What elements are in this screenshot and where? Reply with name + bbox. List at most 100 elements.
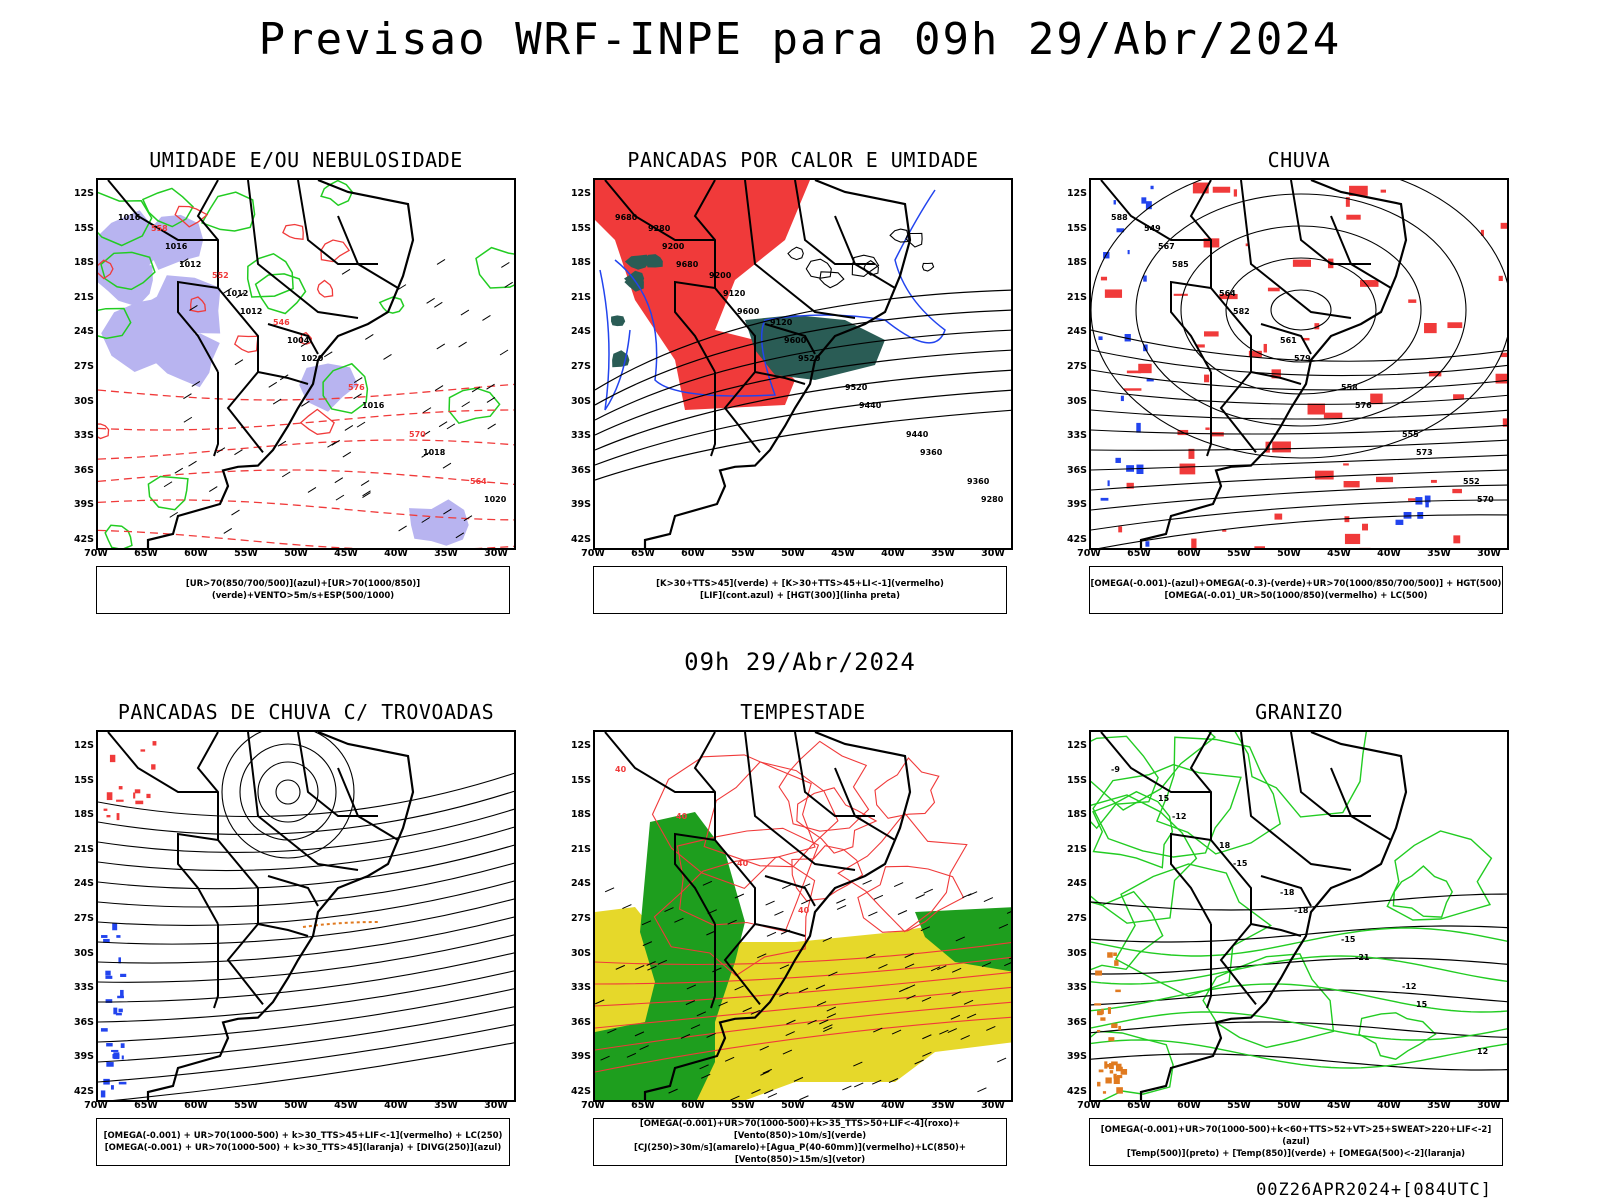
contour-label: 1012 [240, 307, 262, 316]
lon-tick-label: 35W [931, 548, 955, 559]
map-umidade: 1016 1012 1012 1020 1016 1018 1020 1016 1012 1004… [96, 178, 516, 550]
legend-line: [OMEGA(-0.001) + UR>70(1000-500) + k>30_… [103, 1131, 503, 1141]
lon-tick-label: 50W [1277, 1100, 1301, 1111]
contour-label: 9120 [770, 318, 793, 327]
lon-tick-label: 30W [981, 548, 1005, 559]
contour-label: 558 [1341, 383, 1358, 392]
map-canvas-trovoadas [98, 732, 514, 1100]
lon-tick-label: 55W [731, 548, 755, 559]
map-canvas-umidade: 1016 1012 1012 1020 1016 1018 1020 1016 1012 1004… [98, 180, 514, 548]
main-title: Previsao WRF-INPE para 09h 29/Abr/2024 [258, 14, 1342, 65]
contour-label: 15 [1416, 1000, 1428, 1009]
contour-label: -12 [1402, 982, 1416, 991]
contour-label: 1018 [423, 448, 446, 457]
map-canvas-granizo: -9 -12 -15 -18 -21 15 12 15 18 -18 -15 -12 [1091, 732, 1507, 1100]
contour-label: 9600 [737, 307, 760, 316]
lat-tick-label: 39S [570, 1051, 591, 1063]
lon-tick-label: 30W [484, 548, 508, 559]
lon-tick-label: 45W [1327, 1100, 1351, 1111]
contour-label: 1004 [287, 336, 310, 345]
legend-line: [LIF](cont.azul) + [HGT(300)](linha pret… [699, 591, 901, 601]
contour-label: 555 [1402, 430, 1419, 439]
contour-label: 552 [1463, 477, 1480, 486]
contour-label: 9280 [981, 495, 1004, 504]
lon-tick-label: 35W [1427, 1100, 1451, 1111]
contour-label: -15 [1341, 935, 1356, 944]
legend-line: [CJ(250)>30m/s](amarelo)+[Agua_P(40-60mm… [633, 1143, 967, 1165]
contour-label: 15 [1158, 794, 1170, 803]
lat-tick-label: 15S [570, 774, 591, 786]
lat-tick-label: 21S [1066, 843, 1087, 855]
lat-tick-label: 24S [570, 878, 591, 890]
lat-tick-label: 27S [73, 361, 94, 372]
lon-tick-label: 45W [334, 1100, 358, 1111]
contour-label: 12 [1477, 1047, 1488, 1056]
valid-time-title: 09h 29/Abr/2024 [684, 648, 916, 676]
lat-tick-label: 30S [570, 947, 591, 959]
lat-tick-label: 12S [73, 188, 94, 199]
contour-label: 9280 [648, 224, 671, 233]
legend-line: [OMEGA(-0.001)+UR>70(1000-500)+k>35_TTS>… [639, 1119, 961, 1141]
lat-tick-label: 27S [1066, 913, 1087, 924]
lat-tick-label: 24S [73, 878, 94, 890]
lon-tick-label: 50W [781, 548, 805, 559]
lat-tick-label: 24S [1066, 878, 1087, 890]
lon-tick-label: 35W [434, 1100, 458, 1111]
legend-umidade: [UR>70(850/700/500)](azul)+[UR>70(1000/8… [96, 566, 510, 614]
legend-line: [OMEGA(-0.001)+UR>70(1000-500)+k<60+TTS>… [1100, 1125, 1492, 1147]
panel-title-umidade: UMIDADE E/OU NEBULOSIDADE [149, 148, 463, 172]
lat-tick-label: 18S [570, 257, 591, 269]
contour-label: 588 [1111, 213, 1128, 222]
lon-tick-label: 65W [1127, 1100, 1151, 1111]
legend-line: [K>30+TTS>45](verde) + [K>30+TTS>45+LI<-… [656, 579, 944, 589]
lat-tick-label: 15S [1066, 774, 1087, 786]
panel-title-granizo: GRANIZO [1255, 700, 1343, 724]
contour-label: 546 [273, 318, 290, 327]
lon-tick-label: 35W [931, 1100, 955, 1111]
legend-trovoadas: [OMEGA(-0.001) + UR>70(1000-500) + k>30_… [96, 1118, 510, 1166]
contour-label: 1020 [484, 495, 507, 504]
lat-tick-label: 21S [570, 291, 591, 303]
lat-tick-label: 39S [73, 1051, 94, 1063]
lon-tick-label: 50W [1277, 548, 1301, 559]
lat-tick-label: 42S [570, 534, 591, 545]
lon-tick-label: 45W [831, 1100, 855, 1111]
contour-label: -18 [1294, 906, 1309, 915]
legend-chuva: [OMEGA(-0.001)-(azul)+OMEGA(-0.3)-(verde… [1089, 566, 1503, 614]
panel-title-trovoadas: PANCADAS DE CHUVA C/ TROVOADAS [117, 700, 495, 724]
lat-tick-label: 36S [1066, 1016, 1087, 1028]
legend-line: [OMEGA(-0.01)_UR>50(1000/850)(vermelho) … [1164, 591, 1428, 601]
forecast-run-label: 00Z26APR2024+[084UTC] [1256, 1180, 1492, 1200]
legend-granizo: [OMEGA(-0.001)+UR>70(1000-500)+k<60+TTS>… [1089, 1118, 1503, 1166]
contour-label: 1016 [118, 213, 141, 222]
contour-label: -15 [1233, 859, 1248, 868]
lat-tick-label: 39S [73, 499, 94, 511]
lon-tick-label: 60W [681, 1100, 705, 1111]
contour-label: 9440 [859, 401, 882, 410]
lon-tick-label: 30W [1477, 548, 1501, 559]
contour-label: 1016 [165, 242, 188, 251]
map-tempestade: 40 40 40 40 [593, 730, 1013, 1102]
panel-title-chuva: CHUVA [1267, 148, 1331, 172]
lon-tick-label: 30W [981, 1100, 1005, 1111]
legend-line: [UR>70(850/700/500)](azul)+[UR>70(1000/8… [185, 579, 421, 601]
contour-label: 585 [1172, 260, 1189, 269]
lon-tick-label: 65W [134, 548, 158, 559]
lon-tick-label: 45W [1327, 548, 1351, 559]
lon-tick-label: 60W [184, 1100, 208, 1111]
lat-tick-label: 30S [73, 395, 94, 407]
lat-tick-label: 18S [1066, 809, 1087, 821]
map-pancadas_calor: 9680 9680 9600 9520 9440 9360 9280 9200 9120 9600… [593, 178, 1013, 550]
lat-tick-label: 12S [1066, 188, 1087, 199]
lat-tick-label: 21S [570, 843, 591, 855]
contour-label: 9680 [676, 260, 699, 269]
lon-tick-label: 50W [781, 1100, 805, 1111]
lat-tick-label: 30S [1066, 395, 1087, 407]
lat-tick-label: 33S [1066, 982, 1087, 994]
map-trovoadas [96, 730, 516, 1102]
lon-tick-label: 55W [234, 548, 258, 559]
map-canvas-chuva: 588 585 582 579 576 573 570 567 564 561 558 555 552 5… [1091, 180, 1507, 548]
lat-tick-label: 21S [73, 291, 94, 303]
lat-tick-label: 39S [1066, 499, 1087, 511]
contour-label: 570 [409, 430, 426, 439]
